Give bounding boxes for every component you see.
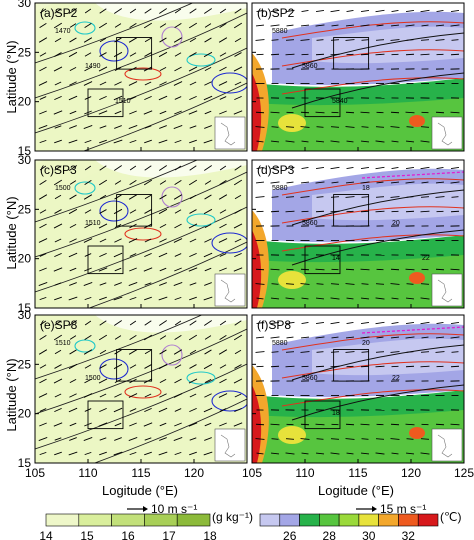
colorbar-swatch bbox=[338, 513, 360, 527]
colorbar-tick-label: 30 bbox=[362, 529, 376, 540]
colorbar-left-unit: (g kg⁻¹) bbox=[212, 510, 253, 524]
contour-label: 5880 bbox=[272, 28, 288, 35]
colorbar-swatch bbox=[45, 513, 80, 527]
contour-label: 1470 bbox=[55, 28, 71, 35]
wind-ref-right-label: 15 m s⁻¹ bbox=[380, 502, 426, 516]
contour-label: 18 bbox=[332, 410, 340, 417]
contour-label: 5860 bbox=[302, 220, 318, 227]
contour-label: 14 bbox=[332, 255, 340, 262]
colorbar-tick-label: 16 bbox=[121, 529, 135, 540]
x-tick-label: 115 bbox=[131, 466, 150, 480]
colorbar-tick-label: 26 bbox=[283, 529, 297, 540]
colorbar-swatch bbox=[259, 513, 281, 527]
colorbar-tick-label: 17 bbox=[162, 529, 176, 540]
x-tick-label: 120 bbox=[184, 466, 204, 480]
x-axis-label-left: Logitude (°E) bbox=[102, 483, 178, 498]
contour-label: 22 bbox=[422, 255, 430, 262]
contour-label: 1490 bbox=[85, 63, 101, 70]
wind-reference-right: 15 m s⁻¹ bbox=[356, 502, 426, 516]
y-tick-label: 25 bbox=[18, 45, 32, 59]
contour-label: 18 bbox=[362, 185, 370, 192]
x-tick-label: 115 bbox=[348, 466, 367, 480]
map-panel-5: (e)SP8 1510 1500 15 20 25 30 105 110 115 120 bbox=[18, 308, 248, 480]
map-panels: (a)SP2 1470 1490 1510 15 20 25 30 (b)SP2 5880 5860… bbox=[18, 0, 474, 480]
y-axis-label-row2: Latitude (°N) bbox=[4, 196, 19, 269]
contour-label: 1510 bbox=[85, 220, 101, 227]
colorbar-tick-label: 14 bbox=[39, 529, 53, 540]
panel-label-2: (b)SP2 bbox=[257, 6, 295, 20]
colorbar-swatch bbox=[358, 513, 379, 527]
x-tick-label: 110 bbox=[78, 466, 97, 480]
contour-label: 5860 bbox=[302, 63, 318, 70]
y-tick-label: 25 bbox=[18, 357, 32, 371]
contour-label: 5860 bbox=[302, 375, 318, 382]
contour-label: 1500 bbox=[85, 375, 101, 382]
map-panel-4: (d)SP3 5880 5860 14 18 20 22 bbox=[251, 159, 465, 309]
y-tick-label: 15 bbox=[18, 456, 32, 470]
humidity-colorbar: 14 15 16 17 18 bbox=[39, 513, 217, 540]
x-tick-label: 105 bbox=[242, 466, 262, 480]
colorbar-swatch bbox=[176, 513, 211, 527]
x-tick-label: 105 bbox=[25, 466, 45, 480]
colorbar-tick-label: 28 bbox=[323, 529, 337, 540]
y-tick-label: 20 bbox=[18, 252, 32, 266]
contour-label: 1510 bbox=[115, 98, 131, 105]
y-axis-label-row3: Latitude (°N) bbox=[4, 358, 19, 431]
contour-label: 5880 bbox=[272, 185, 288, 192]
y-tick-label: 30 bbox=[18, 153, 32, 167]
contour-label: 20 bbox=[392, 220, 400, 227]
wind-reference-left: 10 m s⁻¹ bbox=[127, 502, 197, 516]
colorbar-tick-label: 15 bbox=[80, 529, 94, 540]
map-panel-6: (f)SP8 5880 5860 18 20 22 105 110 115 120 125 bbox=[242, 314, 474, 480]
contour-label: 5840 bbox=[332, 98, 348, 105]
y-tick-label: 30 bbox=[18, 308, 32, 322]
panel-label-1: (a)SP2 bbox=[40, 6, 78, 20]
y-tick-label: 20 bbox=[18, 95, 32, 109]
panel-label-3: (c)SP3 bbox=[40, 163, 77, 177]
colorbar-swatch bbox=[299, 513, 320, 527]
contour-label: 1500 bbox=[55, 185, 71, 192]
temperature-colorbar: 26 28 30 32 bbox=[259, 513, 439, 540]
y-tick-label: 15 bbox=[18, 144, 32, 158]
y-tick-label: 20 bbox=[18, 407, 32, 421]
colorbar-swatch bbox=[78, 513, 112, 527]
y-tick-label: 25 bbox=[18, 202, 32, 216]
colorbar-tick-label: 32 bbox=[402, 529, 416, 540]
y-tick-label: 15 bbox=[18, 301, 32, 315]
x-tick-label: 125 bbox=[454, 466, 474, 480]
colorbar-swatch bbox=[319, 513, 340, 527]
colorbar-right-unit: (℃) bbox=[440, 510, 461, 524]
x-axis-label-right: Logitude (°E) bbox=[318, 483, 394, 498]
colorbar-swatch bbox=[279, 513, 300, 527]
contour-label: 5880 bbox=[272, 340, 288, 347]
panel-label-5: (e)SP8 bbox=[40, 318, 78, 332]
colorbar-swatch bbox=[417, 513, 439, 527]
panel-label-6: (f)SP8 bbox=[257, 318, 291, 332]
y-tick-label: 30 bbox=[18, 0, 32, 10]
colorbar-swatch bbox=[111, 513, 145, 527]
x-tick-label: 110 bbox=[295, 466, 314, 480]
colorbar-tick-label: 18 bbox=[203, 529, 217, 540]
contour-label: 22 bbox=[392, 375, 400, 382]
y-axis-label-row1: Latitude (°N) bbox=[4, 40, 19, 113]
wind-ref-left-label: 10 m s⁻¹ bbox=[151, 502, 197, 516]
map-panel-2: (b)SP2 5880 5860 5840 bbox=[251, 2, 465, 152]
x-tick-label: 120 bbox=[401, 466, 421, 480]
map-panel-1: (a)SP2 1470 1490 1510 15 20 25 30 bbox=[18, 0, 248, 158]
panel-label-4: (d)SP3 bbox=[257, 163, 295, 177]
contour-label: 1510 bbox=[55, 340, 71, 347]
contour-label: 20 bbox=[362, 340, 370, 347]
